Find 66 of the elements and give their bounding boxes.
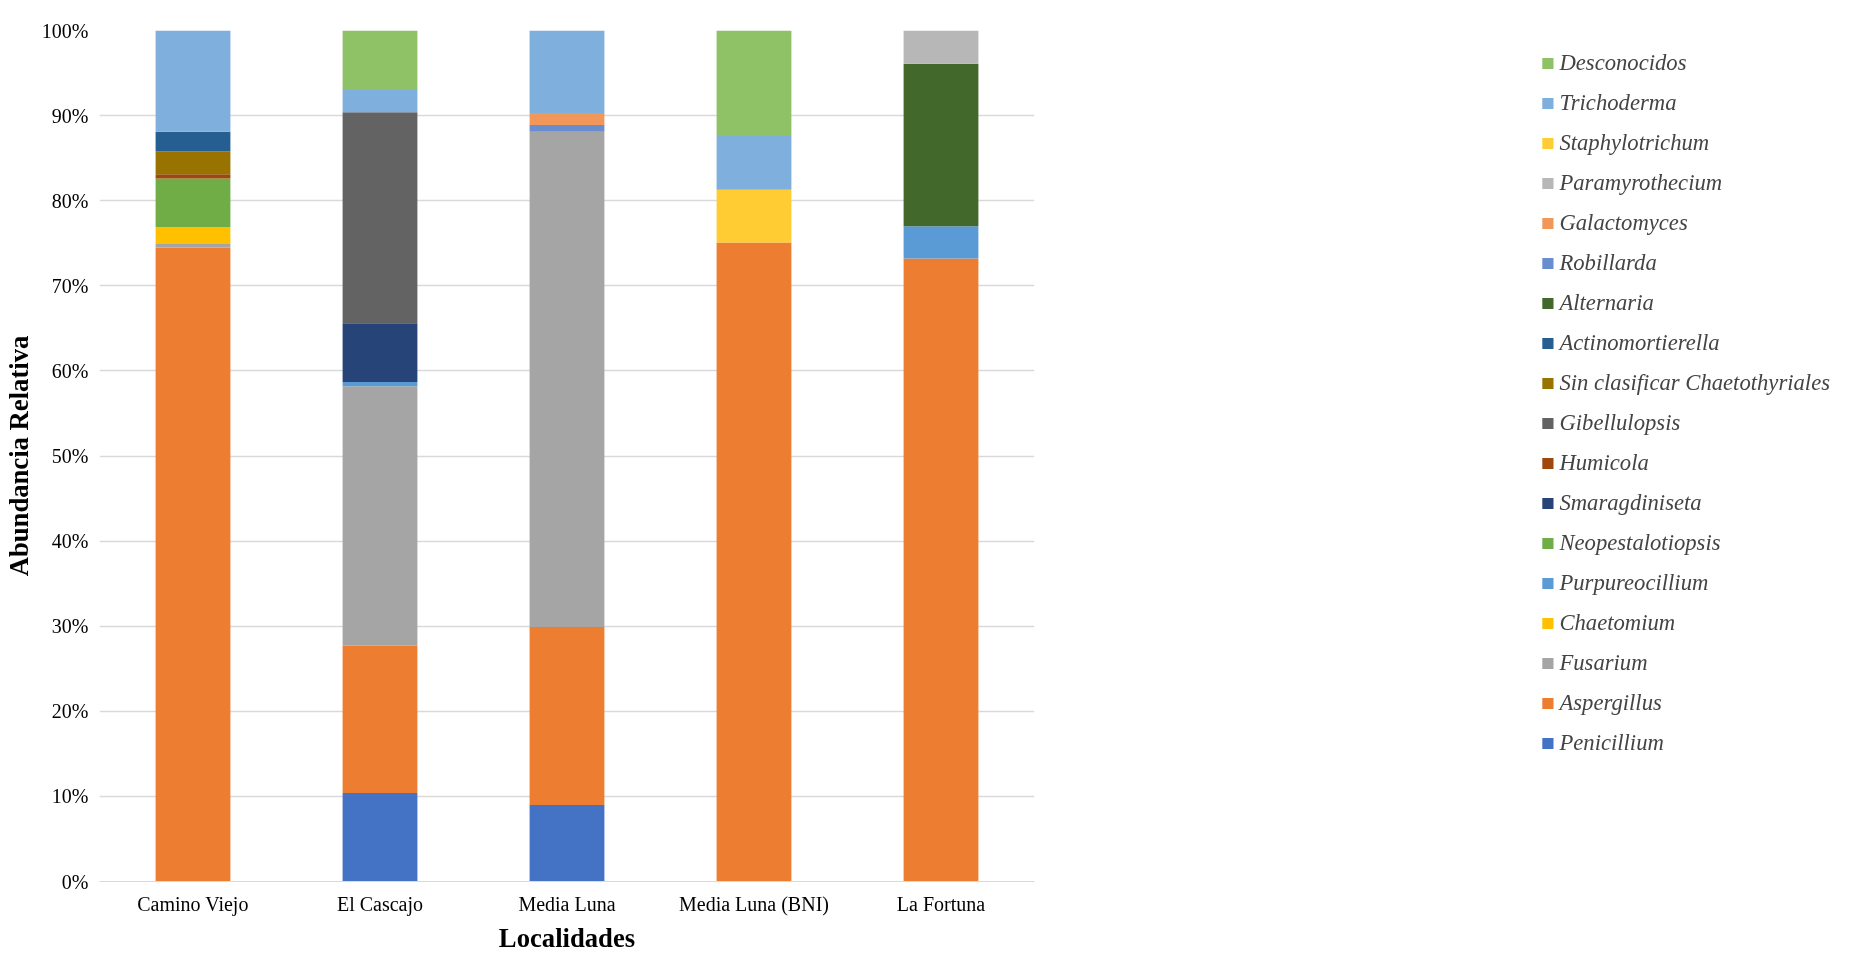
- legend-label: Sin clasificar Chaetothyriales: [1559, 370, 1830, 396]
- y-tick-label: 0%: [61, 870, 89, 893]
- legend-label: Smaragdiniseta: [1559, 490, 1702, 516]
- x-tick-label: El Cascajo: [336, 892, 424, 916]
- bar: [155, 227, 231, 245]
- legend-label: Aspergillus: [1559, 690, 1662, 716]
- bar: [342, 90, 418, 113]
- bar: [342, 381, 418, 387]
- y-tick-label: 50%: [51, 445, 89, 467]
- bar: [529, 804, 605, 882]
- bar: [155, 131, 231, 152]
- bar: [342, 112, 418, 324]
- bar: [716, 189, 792, 243]
- bar: [342, 386, 418, 646]
- x-tick-label: Camino Viejo: [137, 892, 249, 916]
- y-tick-label: 80%: [51, 189, 89, 212]
- x-tick-label: Media Luna: [518, 892, 616, 915]
- bar: [529, 131, 605, 628]
- y-axis-title: Abundancia Relativa: [3, 335, 34, 577]
- y-tick-label: 70%: [51, 274, 89, 297]
- bar: [155, 151, 231, 175]
- bar: [529, 124, 605, 132]
- bar: [903, 30, 979, 64]
- legend-label: Alternaria: [1559, 290, 1654, 316]
- legend-label: Galactomyces: [1559, 210, 1688, 236]
- bar: [155, 30, 231, 132]
- legend-label: Paramyrothecium: [1559, 170, 1723, 196]
- bar: [342, 645, 418, 793]
- bar: [155, 247, 231, 882]
- bar: [342, 323, 418, 382]
- y-tick-label: 30%: [51, 615, 89, 638]
- legend-label: Neopestalotiopsis: [1559, 530, 1721, 556]
- legend-label: Actinomortierella: [1559, 330, 1720, 356]
- x-tick-label: La Fortuna: [896, 892, 986, 915]
- legend-label: Staphylotrichum: [1559, 130, 1710, 156]
- bar: [155, 174, 231, 179]
- y-tick-label: 90%: [51, 104, 89, 127]
- bar: [155, 178, 231, 228]
- bar: [342, 793, 418, 882]
- legend-label: Chaetomium: [1559, 610, 1676, 636]
- legend-label: Trichoderma: [1559, 90, 1677, 116]
- legend-label: Humicola: [1559, 450, 1649, 476]
- y-tick-label: 20%: [51, 700, 89, 723]
- y-tick-label: 100%: [41, 19, 89, 42]
- bar: [529, 627, 605, 805]
- legend-label: Purpureocillium: [1559, 570, 1709, 596]
- bar: [529, 113, 605, 125]
- bar: [529, 30, 605, 114]
- legend-label: Penicillium: [1559, 730, 1664, 756]
- legend-label: Fusarium: [1559, 650, 1648, 676]
- bar: [716, 30, 792, 137]
- legend-label: Desconocidos: [1559, 50, 1687, 76]
- legend-label: Robillarda: [1559, 250, 1657, 276]
- bar: [903, 258, 979, 882]
- y-tick-label: 40%: [51, 530, 89, 553]
- bar: [155, 244, 231, 248]
- bar: [342, 30, 418, 91]
- y-tick-label: 60%: [51, 359, 89, 382]
- y-tick-label: 10%: [51, 785, 89, 808]
- x-axis-title: Localidades: [498, 922, 636, 953]
- legend-label: Gibellulopsis: [1559, 410, 1681, 436]
- x-tick-label: Media Luna (BNI): [679, 892, 829, 916]
- bar: [716, 136, 792, 190]
- bar: [716, 242, 792, 882]
- bar: [903, 226, 979, 259]
- bar: [903, 63, 979, 227]
